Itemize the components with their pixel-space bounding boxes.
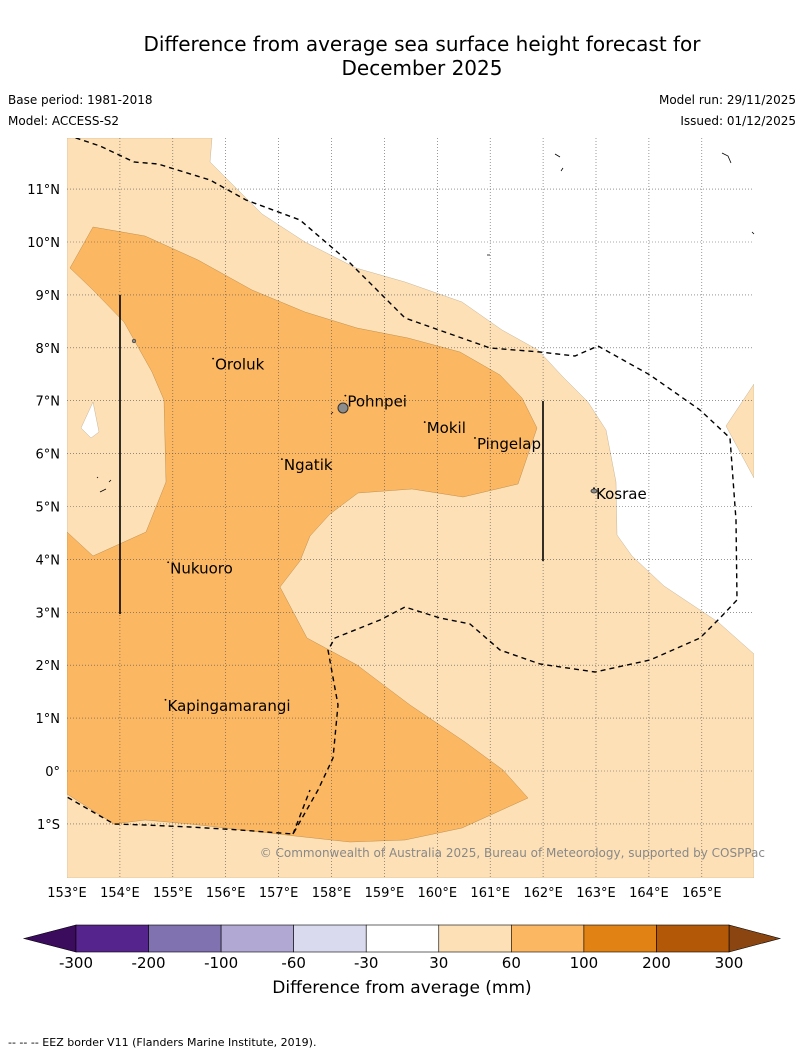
lat-tick-label: 0° bbox=[45, 765, 60, 780]
lat-tick-label: 2°N bbox=[36, 659, 61, 674]
lat-tick-label: 11°N bbox=[27, 183, 60, 198]
model-label: Model: ACCESS-S2 bbox=[8, 114, 120, 128]
lon-tick-label: 153°E bbox=[47, 886, 87, 901]
place-label: Pingelap bbox=[477, 435, 541, 453]
longitude-markers bbox=[119, 295, 544, 614]
colorbar-segment bbox=[583, 924, 657, 953]
map-title-line1: Difference from average sea surface heig… bbox=[143, 32, 701, 56]
lat-tick-label: 9°N bbox=[36, 289, 61, 304]
colorbar-tick-label: 200 bbox=[642, 954, 671, 972]
lon-tick-label: 164°E bbox=[629, 886, 669, 901]
eez-border-north bbox=[67, 138, 738, 835]
model-run-label: Model run: 29/11/2025 bbox=[658, 93, 796, 107]
colorbar-segment bbox=[293, 924, 367, 953]
colorbar-tick-label: 300 bbox=[715, 954, 744, 972]
colorbar-over-arrow bbox=[728, 924, 782, 953]
copyright-notice: © Commonwealth of Australia 2025, Bureau… bbox=[260, 846, 765, 860]
colorbar-segment bbox=[365, 924, 440, 953]
atoll-north-east bbox=[721, 152, 755, 235]
place-marker bbox=[423, 421, 426, 423]
colorbar-segments bbox=[22, 924, 782, 953]
lat-tick-label: 7°N bbox=[36, 395, 61, 410]
lat-tick-label: 1°N bbox=[36, 712, 61, 727]
colorbar-segment bbox=[511, 924, 585, 953]
place-marker bbox=[212, 357, 215, 360]
colorbar-segment bbox=[75, 924, 149, 953]
eez-borders bbox=[67, 138, 738, 835]
pohnpei-island bbox=[337, 402, 349, 414]
place-label: Kosrae bbox=[596, 485, 647, 503]
place-marker bbox=[593, 487, 595, 490]
anomaly-region-30-60-east bbox=[725, 383, 754, 479]
colorbar-segment bbox=[656, 924, 730, 953]
place-marker bbox=[164, 698, 167, 701]
axis-labels: 153°E 154°E 155°E 156°E 157°E 158°E 159°E 160°E… bbox=[27, 183, 721, 901]
lon-tick-label: 160°E bbox=[418, 886, 458, 901]
lon-tick-label: 154°E bbox=[100, 886, 140, 901]
colorbar-label: Difference from average (mm) bbox=[272, 978, 532, 998]
colorbar-tick-label: 60 bbox=[502, 954, 521, 972]
lon-tick-label: 157°E bbox=[259, 886, 299, 901]
lon-tick-label: 162°E bbox=[523, 886, 563, 901]
lon-tick-label: 158°E bbox=[312, 886, 352, 901]
colorbar-segment bbox=[438, 924, 512, 953]
sea-surface-height-map[interactable]: Oroluk Pohnpei Mokil Pingelap Ngatik Kosrae Nu… bbox=[0, 0, 804, 910]
lat-tick-label: 10°N bbox=[27, 236, 60, 251]
base-period-label: Base period: 1981-2018 bbox=[8, 93, 153, 107]
atoll-north-central bbox=[487, 153, 564, 256]
place-label: Nukuoro bbox=[170, 559, 233, 577]
map-title: Difference from average sea surface heig… bbox=[0, 32, 804, 80]
eez-border-footnote: -- -- -- EEZ border V11 (Flanders Marine… bbox=[8, 1036, 317, 1049]
place-marker bbox=[474, 437, 476, 439]
issued-label: Issued: 01/12/2025 bbox=[680, 114, 796, 128]
atoll-west bbox=[96, 476, 112, 493]
atoll-north-west bbox=[131, 338, 137, 344]
lat-tick-label: 6°N bbox=[36, 448, 61, 463]
place-marker bbox=[280, 458, 283, 461]
colorbar-tick-label: 30 bbox=[429, 954, 448, 972]
colorbar-tick-label: -100 bbox=[204, 954, 238, 972]
lat-tick-label: 5°N bbox=[36, 501, 61, 516]
place-marker bbox=[167, 561, 170, 564]
place-label: Ngatik bbox=[284, 456, 333, 474]
map-plot-area bbox=[67, 138, 754, 878]
place-marker bbox=[344, 394, 347, 397]
colorbar-tick-label: -60 bbox=[281, 954, 306, 972]
lon-tick-label: 156°E bbox=[206, 886, 246, 901]
pohnpei-islet bbox=[330, 411, 334, 415]
anomaly-hole-west bbox=[80, 401, 100, 439]
map-title-line2: December 2025 bbox=[341, 56, 503, 80]
lat-tick-label: 8°N bbox=[36, 342, 61, 357]
place-label: Pohnpei bbox=[347, 393, 407, 411]
lat-tick-label: 3°N bbox=[36, 606, 61, 621]
colorbar-tick-label: -300 bbox=[59, 954, 93, 972]
colorbar-under-arrow bbox=[22, 924, 77, 953]
colorbar-ticks: -300 -200 -100 -60 -30 30 60 100 200 300 bbox=[59, 954, 743, 972]
lon-tick-label: 155°E bbox=[153, 886, 193, 901]
lon-tick-label: 165°E bbox=[682, 886, 722, 901]
place-label: Oroluk bbox=[215, 356, 264, 374]
place-labels: Oroluk Pohnpei Mokil Pingelap Ngatik Kosrae Nu… bbox=[164, 356, 647, 715]
colorbar-tick-label: 100 bbox=[570, 954, 599, 972]
place-label: Kapingamarangi bbox=[168, 697, 291, 715]
colorbar-segment bbox=[148, 924, 222, 953]
lon-tick-label: 163°E bbox=[576, 886, 616, 901]
lon-tick-label: 159°E bbox=[365, 886, 405, 901]
lon-tick-label: 161°E bbox=[470, 886, 510, 901]
place-label: Mokil bbox=[427, 419, 466, 437]
lat-tick-label: 4°N bbox=[36, 553, 61, 568]
colorbar-tick-label: -30 bbox=[354, 954, 379, 972]
eez-border-south bbox=[292, 789, 311, 835]
colorbar-segment bbox=[220, 924, 294, 953]
lat-tick-label: 1°S bbox=[37, 818, 60, 833]
colorbar-tick-label: -200 bbox=[132, 954, 166, 972]
